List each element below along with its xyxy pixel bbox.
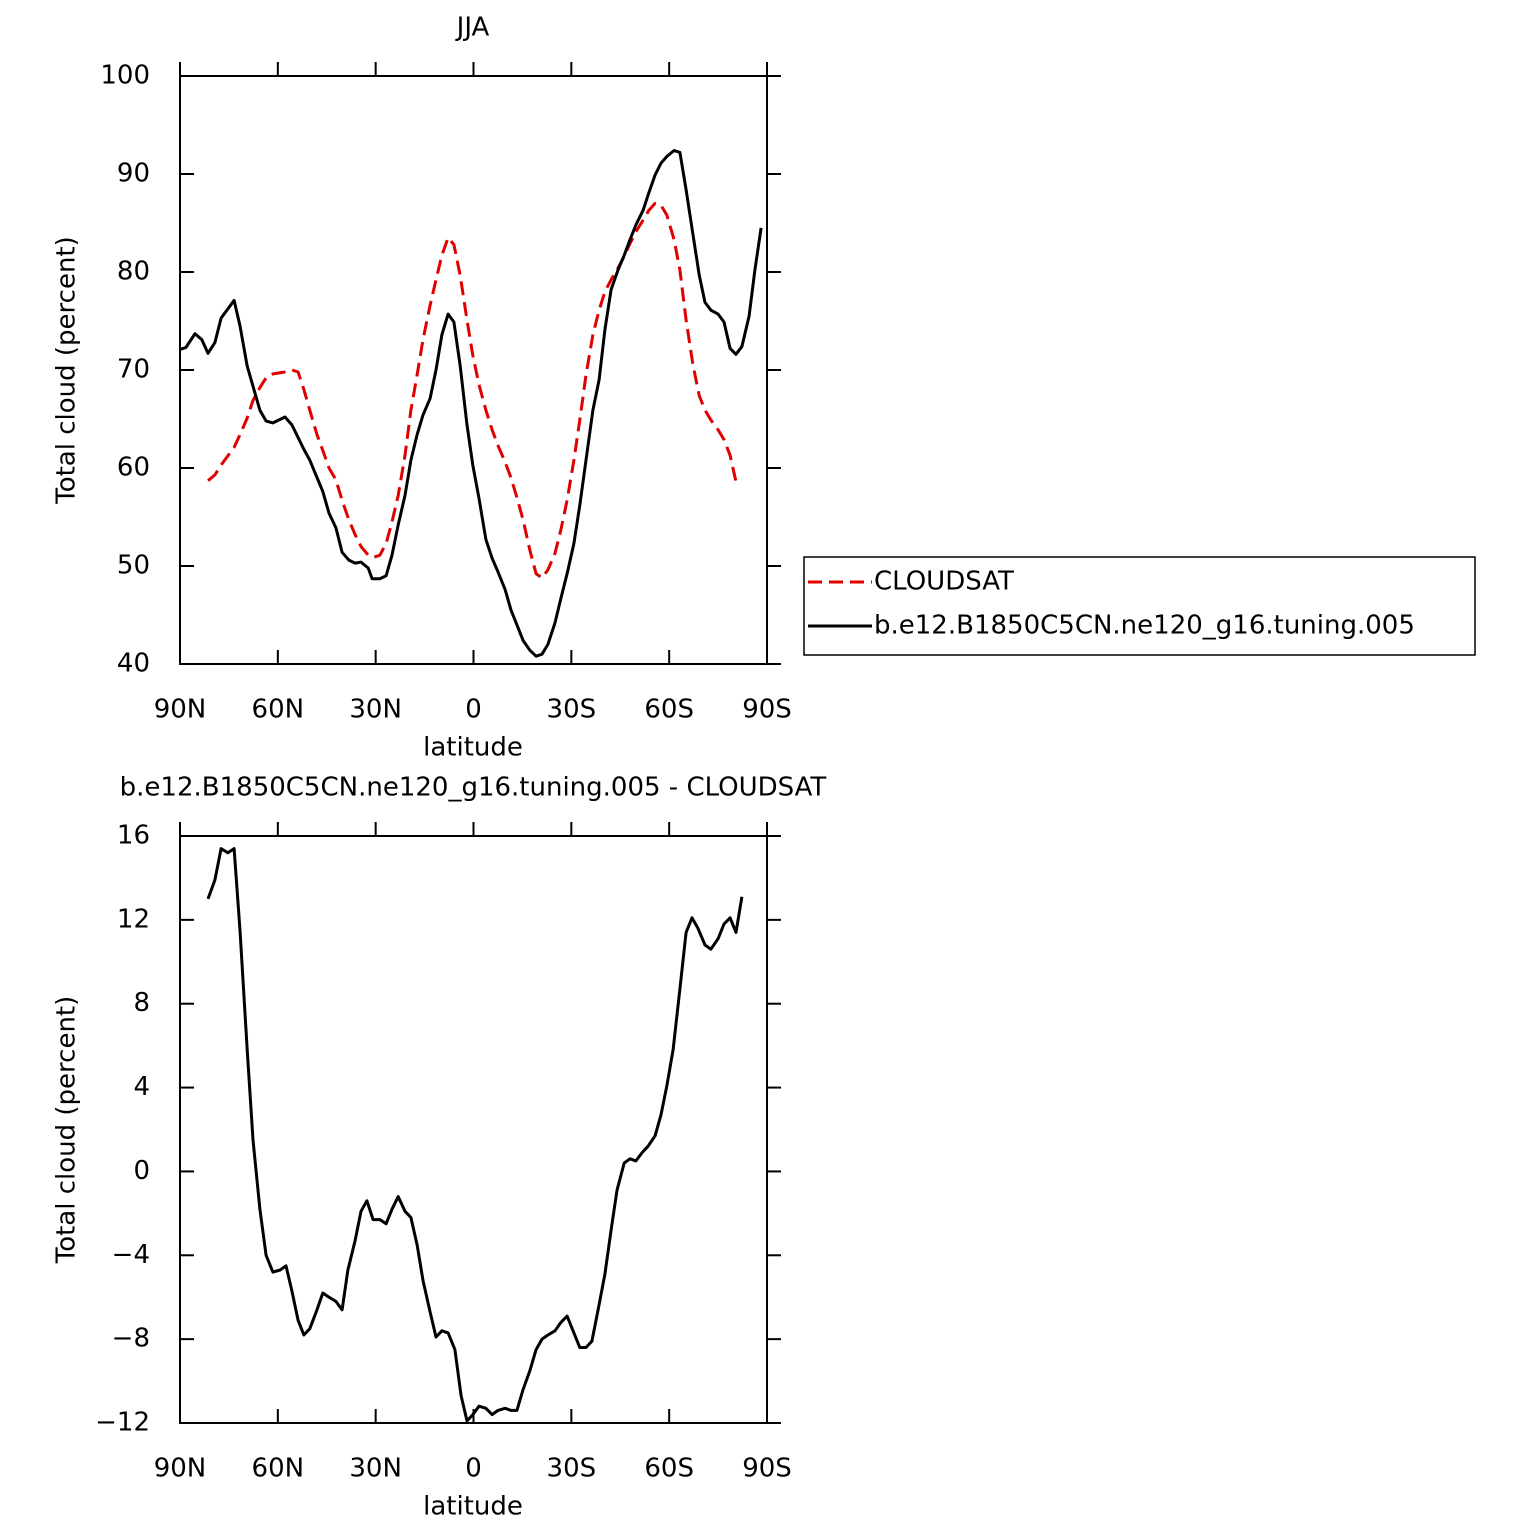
y-tick-label: 70 (117, 355, 150, 385)
x-tick-label: 60S (644, 1454, 694, 1484)
x-tick-label: 60S (644, 695, 694, 725)
y-tick-label: 40 (117, 649, 150, 679)
x-axis-label: latitude (423, 1492, 523, 1522)
legend-label: CLOUDSAT (874, 567, 1014, 597)
x-axis-label: latitude (423, 733, 523, 763)
y-tick-label: 60 (117, 453, 150, 483)
y-tick-label: −12 (95, 1408, 150, 1438)
y-tick-label: −8 (112, 1324, 150, 1354)
y-tick-label: 80 (117, 257, 150, 287)
y-axis-label: Total cloud (percent) (52, 996, 82, 1265)
y-tick-label: 50 (117, 551, 150, 581)
y-tick-label: −4 (112, 1240, 150, 1270)
x-tick-label: 0 (465, 695, 482, 725)
x-tick-label: 30N (349, 695, 402, 725)
x-tick-label: 60N (252, 1454, 305, 1484)
chart-title: JJA (455, 13, 490, 43)
y-tick-label: 12 (117, 904, 150, 934)
x-tick-label: 0 (465, 1454, 482, 1484)
series-line (207, 201, 738, 580)
series-line (206, 847, 744, 1423)
x-tick-label: 60N (252, 695, 305, 725)
y-tick-label: 0 (133, 1156, 150, 1186)
plot-frame (179, 75, 768, 665)
x-tick-label: 90N (154, 1454, 207, 1484)
x-tick-label: 90S (742, 1454, 792, 1484)
legend-box (803, 556, 1476, 656)
y-tick-label: 90 (117, 159, 150, 189)
legend-label: b.e12.B1850C5CN.ne120_g16.tuning.005 (874, 611, 1415, 641)
y-tick-label: 100 (100, 61, 150, 91)
series-line (179, 149, 763, 658)
y-tick-label: 16 (117, 821, 150, 851)
x-tick-label: 30S (547, 1454, 597, 1484)
x-tick-label: 30N (349, 1454, 402, 1484)
chart-title: b.e12.B1850C5CN.ne120_g16.tuning.005 - C… (120, 773, 827, 803)
x-tick-label: 90N (154, 695, 207, 725)
y-tick-label: 8 (133, 988, 150, 1018)
y-tick-label: 4 (133, 1072, 150, 1102)
plot-frame (179, 835, 768, 1424)
y-axis-label: Total cloud (percent) (52, 236, 82, 505)
x-tick-label: 90S (742, 695, 792, 725)
x-tick-label: 30S (547, 695, 597, 725)
